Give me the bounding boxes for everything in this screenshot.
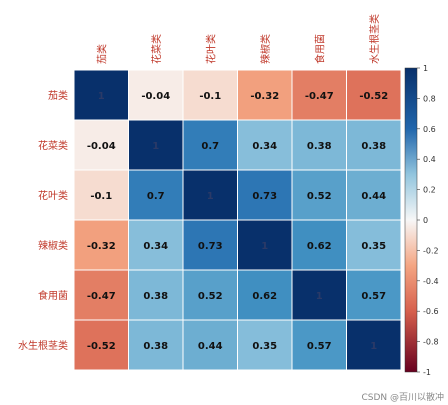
heatmap-cell-value: 0.62	[252, 291, 277, 302]
heatmap-cell-labels: 1 -0.04 -0.1 -0.32 -0.47 -0.52 -0.04 1 0.7 0.34 0.…	[87, 91, 388, 352]
column-label: 辣椒类	[259, 34, 272, 64]
column-labels: 茄类 花菜类 花叶类 辣椒类 食用菌 水生根茎类	[95, 14, 381, 64]
column-label: 花叶类	[204, 34, 217, 64]
heatmap-cell	[237, 219, 293, 271]
column-label: 花菜类	[150, 34, 163, 64]
row-label: 水生根茎类	[18, 339, 68, 352]
heatmap-cell-value: -0.04	[141, 91, 170, 102]
column-label: 食用菌	[313, 34, 326, 64]
heatmap-cell-value: 0.35	[252, 341, 277, 352]
heatmap-cell-value: 0.7	[147, 191, 165, 202]
row-label: 食用菌	[38, 289, 68, 302]
column-label: 水生根茎类	[368, 14, 381, 64]
heatmap-cell	[237, 119, 293, 171]
heatmap-cell-value: 0.38	[143, 291, 168, 302]
heatmap-cell	[346, 319, 402, 371]
heatmap-cell-value: -0.47	[305, 91, 334, 102]
colorbar-tick-label: 0.4	[423, 155, 436, 164]
heatmap-cell-value: 0.34	[143, 241, 168, 252]
heatmap-cell	[237, 269, 293, 321]
heatmap-cell-value: 1	[316, 291, 323, 302]
heatmap-cell-value: 0.57	[361, 291, 386, 302]
heatmap-cell	[182, 219, 238, 271]
heatmap-cell	[73, 319, 129, 371]
column-label: 茄类	[95, 44, 108, 64]
heatmap-cell-value: -0.52	[359, 91, 388, 102]
colorbar-tick-label: -1	[423, 368, 431, 377]
heatmap-cell-value: 0.52	[307, 191, 332, 202]
heatmap-cell	[73, 219, 129, 271]
heatmap-cell	[73, 269, 129, 321]
heatmap-cell-value: 1	[98, 91, 105, 102]
heatmap-cell	[182, 269, 238, 321]
heatmap-cell-value: 0.38	[143, 341, 168, 352]
watermark: CSDN @百川以散冲	[361, 393, 444, 403]
heatmap-cell-value: 0.38	[361, 141, 386, 152]
row-label: 花菜类	[38, 139, 68, 152]
colorbar-ticks: 1 0.8 0.6 0.4 0.2 0 -0.2 -0.4 -0.6 -0.8 -1	[417, 64, 439, 377]
heatmap-cell	[291, 319, 347, 371]
colorbar-tick-label: -0.6	[423, 307, 439, 316]
heatmap-cell	[291, 219, 347, 271]
heatmap-cell	[346, 269, 402, 321]
heatmap-cell-value: -0.04	[87, 141, 116, 152]
heatmap-cells	[73, 69, 402, 371]
heatmap-cell	[128, 119, 184, 171]
heatmap-cell-value: 0.52	[198, 291, 223, 302]
heatmap-cell-value: 0.73	[198, 241, 223, 252]
heatmap-cell-value: 0.44	[361, 191, 386, 202]
colorbar-tick-label: 0.2	[423, 186, 436, 195]
heatmap-cell-value: 0.73	[252, 191, 277, 202]
row-label: 茄类	[48, 89, 68, 102]
heatmap-cell	[237, 169, 293, 221]
colorbar-tick-label: -0.8	[423, 338, 439, 347]
heatmap-cell	[182, 69, 238, 121]
heatmap-cell	[346, 169, 402, 221]
heatmap-cell	[237, 319, 293, 371]
heatmap-cell	[291, 269, 347, 321]
colorbar-tick-label: 0.8	[423, 94, 436, 103]
heatmap-cell	[346, 69, 402, 121]
heatmap-cell-value: -0.1	[90, 191, 112, 202]
heatmap-cell-value: -0.52	[87, 341, 116, 352]
row-label: 辣椒类	[38, 239, 68, 252]
heatmap-cell-value: -0.1	[199, 91, 221, 102]
heatmap-cell	[128, 169, 184, 221]
colorbar-tick-label: 1	[423, 64, 428, 73]
heatmap-cell-value: -0.32	[87, 241, 116, 252]
heatmap-cell-value: 0.38	[307, 141, 332, 152]
colorbar-gradient	[404, 67, 418, 373]
heatmap-cell	[346, 219, 402, 271]
heatmap-cell-value: -0.32	[250, 91, 279, 102]
colorbar-tick-label: 0.6	[423, 125, 436, 134]
row-label: 花叶类	[38, 189, 68, 202]
colorbar-tick-label: -0.4	[423, 277, 439, 286]
heatmap-cell-value: 1	[370, 341, 377, 352]
colorbar: 1 0.8 0.6 0.4 0.2 0 -0.2 -0.4 -0.6 -0.8 -1	[404, 64, 439, 377]
heatmap-cell-value: 1	[152, 141, 159, 152]
heatmap-cell-value: 1	[207, 191, 214, 202]
heatmap-cell	[291, 169, 347, 221]
heatmap-cell	[73, 69, 129, 121]
colorbar-tick-label: -0.2	[423, 246, 439, 255]
heatmap-cell-value: 0.34	[252, 141, 277, 152]
heatmap-cell-value: 0.35	[361, 241, 386, 252]
colorbar-tick-label: 0	[423, 216, 428, 225]
heatmap-cell-value: 1	[261, 241, 268, 252]
heatmap-cell-value: -0.47	[87, 291, 116, 302]
heatmap-cell	[346, 119, 402, 171]
heatmap-cell	[128, 69, 184, 121]
heatmap-cell-value: 0.7	[201, 141, 219, 152]
heatmap-cell-value: 0.62	[307, 241, 332, 252]
heatmap-cell-value: 0.57	[307, 341, 332, 352]
heatmap-cell-value: 0.44	[198, 341, 223, 352]
heatmap-cell	[128, 219, 184, 271]
